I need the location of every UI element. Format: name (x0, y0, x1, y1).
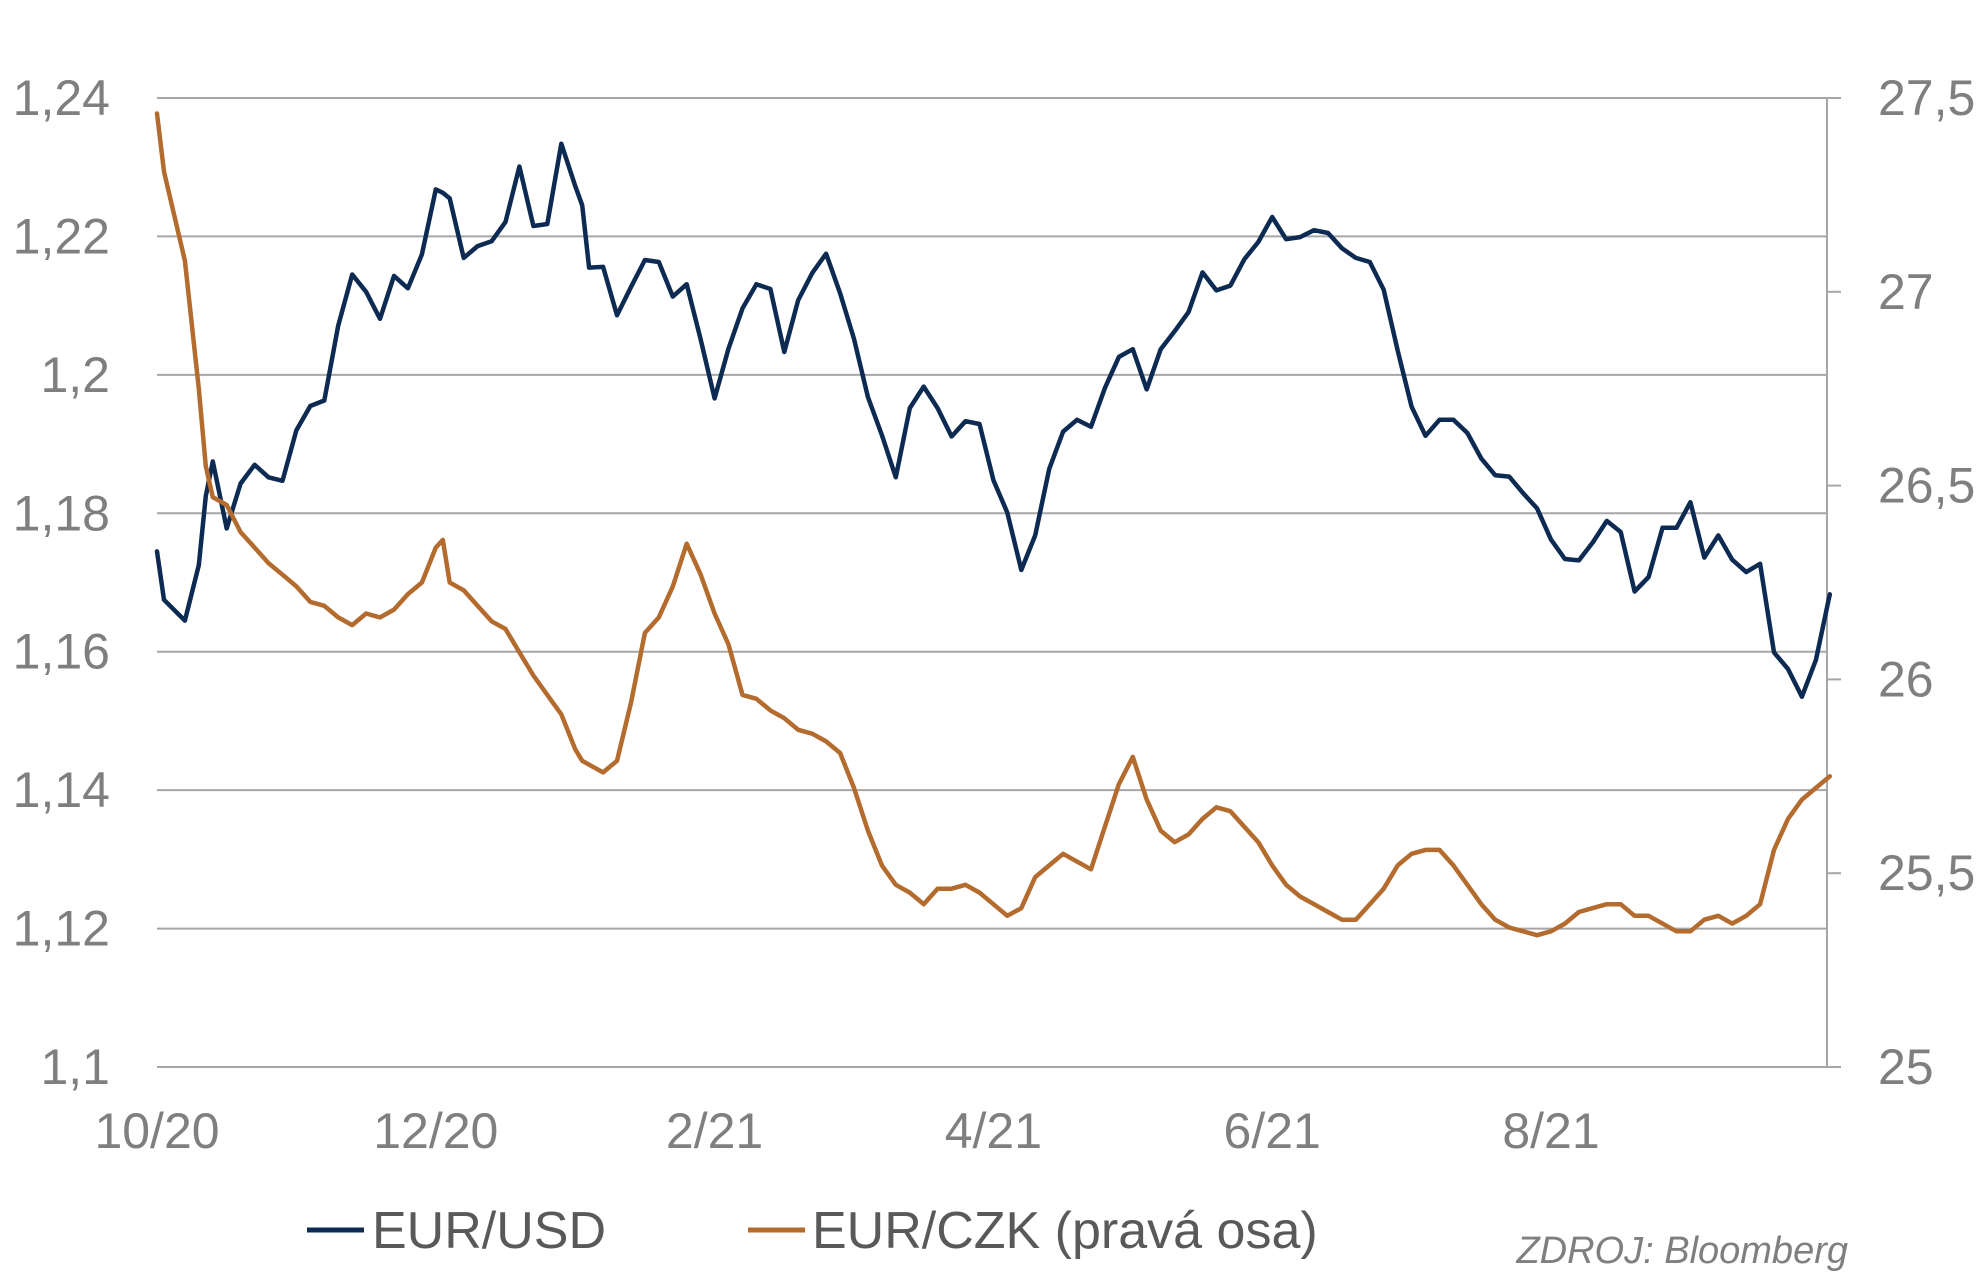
left-tick-label: 1,24 (13, 70, 110, 126)
left-tick-label: 1,12 (13, 901, 110, 957)
legend: EUR/USD EUR/CZK (pravá osa) (307, 1202, 1318, 1260)
series-line-eurczk (154, 111, 1833, 938)
x-tick-label: 2/21 (666, 1103, 763, 1159)
source-note: ZDROJ: Bloomberg (1515, 1230, 1848, 1272)
x-tick-label: 4/21 (945, 1103, 1042, 1159)
series-line-eurusd (154, 141, 1833, 699)
right-tick-label: 26,5 (1878, 458, 1975, 514)
left-tick-label: 1,2 (40, 347, 110, 403)
right-tick-label: 26 (1878, 651, 1934, 707)
legend-label: EUR/CZK (pravá osa) (812, 1202, 1318, 1260)
x-axis-ticks: 10/20 12/20 2/21 4/21 6/21 8/21 (94, 1103, 1599, 1159)
x-tick-label: 12/20 (373, 1103, 498, 1159)
left-tick-label: 1,14 (13, 762, 110, 818)
right-axis-ticks: 25 25,5 26 26,5 27 27,5 (1878, 70, 1975, 1095)
left-tick-label: 1,1 (40, 1039, 110, 1095)
right-tick-label: 27,5 (1878, 70, 1975, 126)
left-axis-ticks: 1,1 1,12 1,14 1,16 1,18 1,2 1,22 1,24 (13, 70, 110, 1095)
right-tick-label: 25 (1878, 1039, 1934, 1095)
x-tick-label: 6/21 (1224, 1103, 1321, 1159)
right-tick-label: 27 (1878, 264, 1934, 320)
left-tick-label: 1,16 (13, 624, 110, 680)
x-tick-label: 10/20 (94, 1103, 219, 1159)
right-tick-label: 25,5 (1878, 845, 1975, 901)
x-tick-label: 8/21 (1502, 1103, 1599, 1159)
left-tick-label: 1,22 (13, 208, 110, 264)
axes (1826, 97, 1841, 1068)
gridlines (157, 97, 1827, 1068)
legend-label: EUR/USD (372, 1202, 606, 1260)
series-layer (154, 111, 1833, 938)
left-tick-label: 1,18 (13, 485, 110, 541)
